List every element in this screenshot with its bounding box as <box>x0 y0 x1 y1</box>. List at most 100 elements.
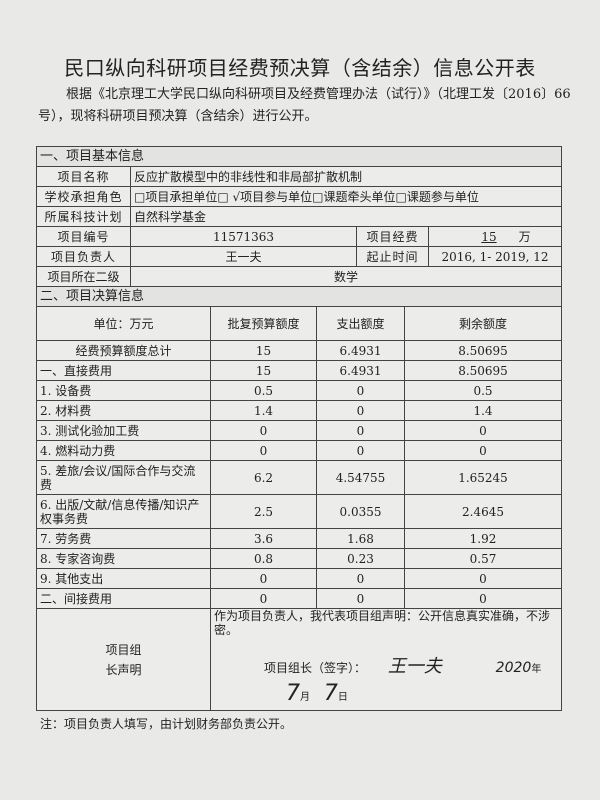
date-year: 2020 <box>495 660 532 676</box>
remaining-value: 0 <box>404 440 562 461</box>
funding-label: 项目经费 <box>356 226 429 247</box>
signature: 王一夫 <box>387 656 442 677</box>
date-day: 7 <box>323 681 338 706</box>
intro-paragraph: 根据《北京理工大学民口纵向科研项目及经费管理办法（试行）》（北理工发〔2016〕… <box>38 87 571 124</box>
row-label: 9. 其他支出 <box>36 568 211 589</box>
project-role: □项目承担单位□ √项目参与单位□课题牵头单位□课题参与单位 <box>130 186 562 207</box>
role-label: 学校承担角色 <box>36 186 131 207</box>
basic-info-table: 一、项目基本信息 项目名称 反应扩散模型中的非线性和非局部扩散机制 学校承担角色 □… <box>36 146 562 287</box>
table-row: 6. 出版/文献/信息传播/知识产权事务费 2.5 0.0355 2.4645 <box>36 494 562 529</box>
table-row: 9. 其他支出 0 0 0 <box>36 568 562 589</box>
leader-label: 项目负责人 <box>36 246 131 267</box>
spent-value: 6.4931 <box>316 360 405 381</box>
row-label: 经费预算额度总计 <box>36 340 211 361</box>
table-row: 2. 材料费 1.4 0 1.4 <box>36 400 562 421</box>
spent-value: 0 <box>316 380 405 401</box>
number-label: 项目编号 <box>36 226 131 247</box>
approved-value: 0 <box>210 588 317 609</box>
spent-value: 0 <box>316 568 405 589</box>
header-approved: 批复预算额度 <box>210 306 317 341</box>
remaining-value: 8.50695 <box>404 360 562 381</box>
row-label: 7. 劳务费 <box>36 528 211 549</box>
name-label: 项目名称 <box>36 166 131 187</box>
period-label: 起止时间 <box>356 246 429 267</box>
header-remaining: 剩余额度 <box>404 306 562 341</box>
header-spent: 支出额度 <box>316 306 405 341</box>
row-label: 2. 材料费 <box>36 400 211 421</box>
row-label: 二、间接费用 <box>36 588 211 609</box>
approved-value: 0.8 <box>210 548 317 569</box>
table-row: 1. 设备费 0.5 0 0.5 <box>36 380 562 401</box>
spent-value: 6.4931 <box>316 340 405 361</box>
table-row: 二、间接费用 0 0 0 <box>36 588 562 609</box>
remaining-value: 1.92 <box>404 528 562 549</box>
project-dept: 数学 <box>130 266 562 287</box>
dept-label: 项目所在二级 <box>36 266 131 287</box>
row-label: 3. 测试化验加工费 <box>36 420 211 441</box>
plan-label: 所属科技计划 <box>36 206 131 227</box>
year-char: 年 <box>531 664 542 675</box>
remaining-value: 1.4 <box>404 400 562 421</box>
project-name: 反应扩散模型中的非线性和非局部扩散机制 <box>130 166 562 187</box>
row-label: 5. 差旅/会议/国际合作与交流费 <box>36 460 211 495</box>
approved-value: 3.6 <box>210 528 317 549</box>
remaining-value: 2.4645 <box>404 494 562 529</box>
spent-value: 4.54755 <box>316 460 405 495</box>
spent-value: 0 <box>316 400 405 421</box>
row-label: 1. 设备费 <box>36 380 211 401</box>
form-body: 一、项目基本信息 项目名称 反应扩散模型中的非线性和非局部扩散机制 学校承担角色 □… <box>36 146 562 732</box>
approved-value: 0 <box>210 440 317 461</box>
spent-value: 0 <box>316 588 405 609</box>
approved-value: 0.5 <box>210 380 317 401</box>
budget-table: 二、项目决算信息 单位：万元 批复预算额度 支出额度 剩余额度 经费预算额度总计… <box>36 287 562 711</box>
declaration-text: 作为项目负责人，我代表项目组声明：公开信息真实准确，不涉密。 <box>214 609 551 638</box>
row-label: 6. 出版/文献/信息传播/知识产权事务费 <box>36 494 211 529</box>
spent-value: 0.23 <box>316 548 405 569</box>
spent-value: 0.0355 <box>316 494 405 529</box>
spent-value: 1.68 <box>316 528 405 549</box>
table-row: 一、直接费用 15 6.4931 8.50695 <box>36 360 562 381</box>
project-leader: 王一夫 <box>130 246 357 267</box>
remaining-value: 1.65245 <box>404 460 562 495</box>
remaining-value: 0 <box>404 568 562 589</box>
remaining-value: 0 <box>404 420 562 441</box>
table-row: 3. 测试化验加工费 0 0 0 <box>36 420 562 441</box>
declaration-content: 作为项目负责人，我代表项目组声明：公开信息真实准确，不涉密。 项目组长（签字）：… <box>210 608 562 711</box>
project-plan: 自然科学基金 <box>130 206 562 227</box>
spent-value: 0 <box>316 440 405 461</box>
declaration-label: 项目组长声明 <box>36 608 211 711</box>
approved-value: 6.2 <box>210 460 317 495</box>
project-number: 11571363 <box>130 226 357 247</box>
remaining-value: 0 <box>404 588 562 609</box>
project-funding: 15 万 <box>428 226 562 247</box>
remaining-value: 0.57 <box>404 548 562 569</box>
approved-value: 2.5 <box>210 494 317 529</box>
day-char: 日 <box>337 692 348 703</box>
remaining-value: 8.50695 <box>404 340 562 361</box>
funding-unit: 万 <box>518 229 531 244</box>
approved-value: 1.4 <box>210 400 317 421</box>
section1-heading: 一、项目基本信息 <box>36 146 562 167</box>
funding-value: 15 <box>481 229 497 244</box>
row-label: 4. 燃料动力费 <box>36 440 211 461</box>
project-period: 2016, 1- 2019, 12 <box>428 246 562 267</box>
approved-value: 0 <box>210 568 317 589</box>
sign-label: 项目组长（签字）： <box>264 661 367 675</box>
remaining-value: 0.5 <box>404 380 562 401</box>
month-char: 月 <box>300 692 310 703</box>
table-row: 7. 劳务费 3.6 1.68 1.92 <box>36 528 562 549</box>
date-month: 7 <box>286 681 300 706</box>
table-row: 8. 专家咨询费 0.8 0.23 0.57 <box>36 548 562 569</box>
spent-value: 0 <box>316 420 405 441</box>
approved-value: 0 <box>210 420 317 441</box>
approved-value: 15 <box>210 340 317 361</box>
row-label: 8. 专家咨询费 <box>36 548 211 569</box>
row-label: 一、直接费用 <box>36 360 211 381</box>
table-row: 经费预算额度总计 15 6.4931 8.50695 <box>36 340 562 361</box>
header-unit: 单位：万元 <box>36 306 211 341</box>
section2-heading: 二、项目决算信息 <box>36 287 562 307</box>
footnote: 注：项目负责人填写，由计划财务部负责公开。 <box>40 717 293 731</box>
page-title: 民口纵向科研项目经费预决算（含结余）信息公开表 <box>64 56 536 80</box>
approved-value: 15 <box>210 360 317 381</box>
table-row: 5. 差旅/会议/国际合作与交流费 6.2 4.54755 1.65245 <box>36 460 562 495</box>
